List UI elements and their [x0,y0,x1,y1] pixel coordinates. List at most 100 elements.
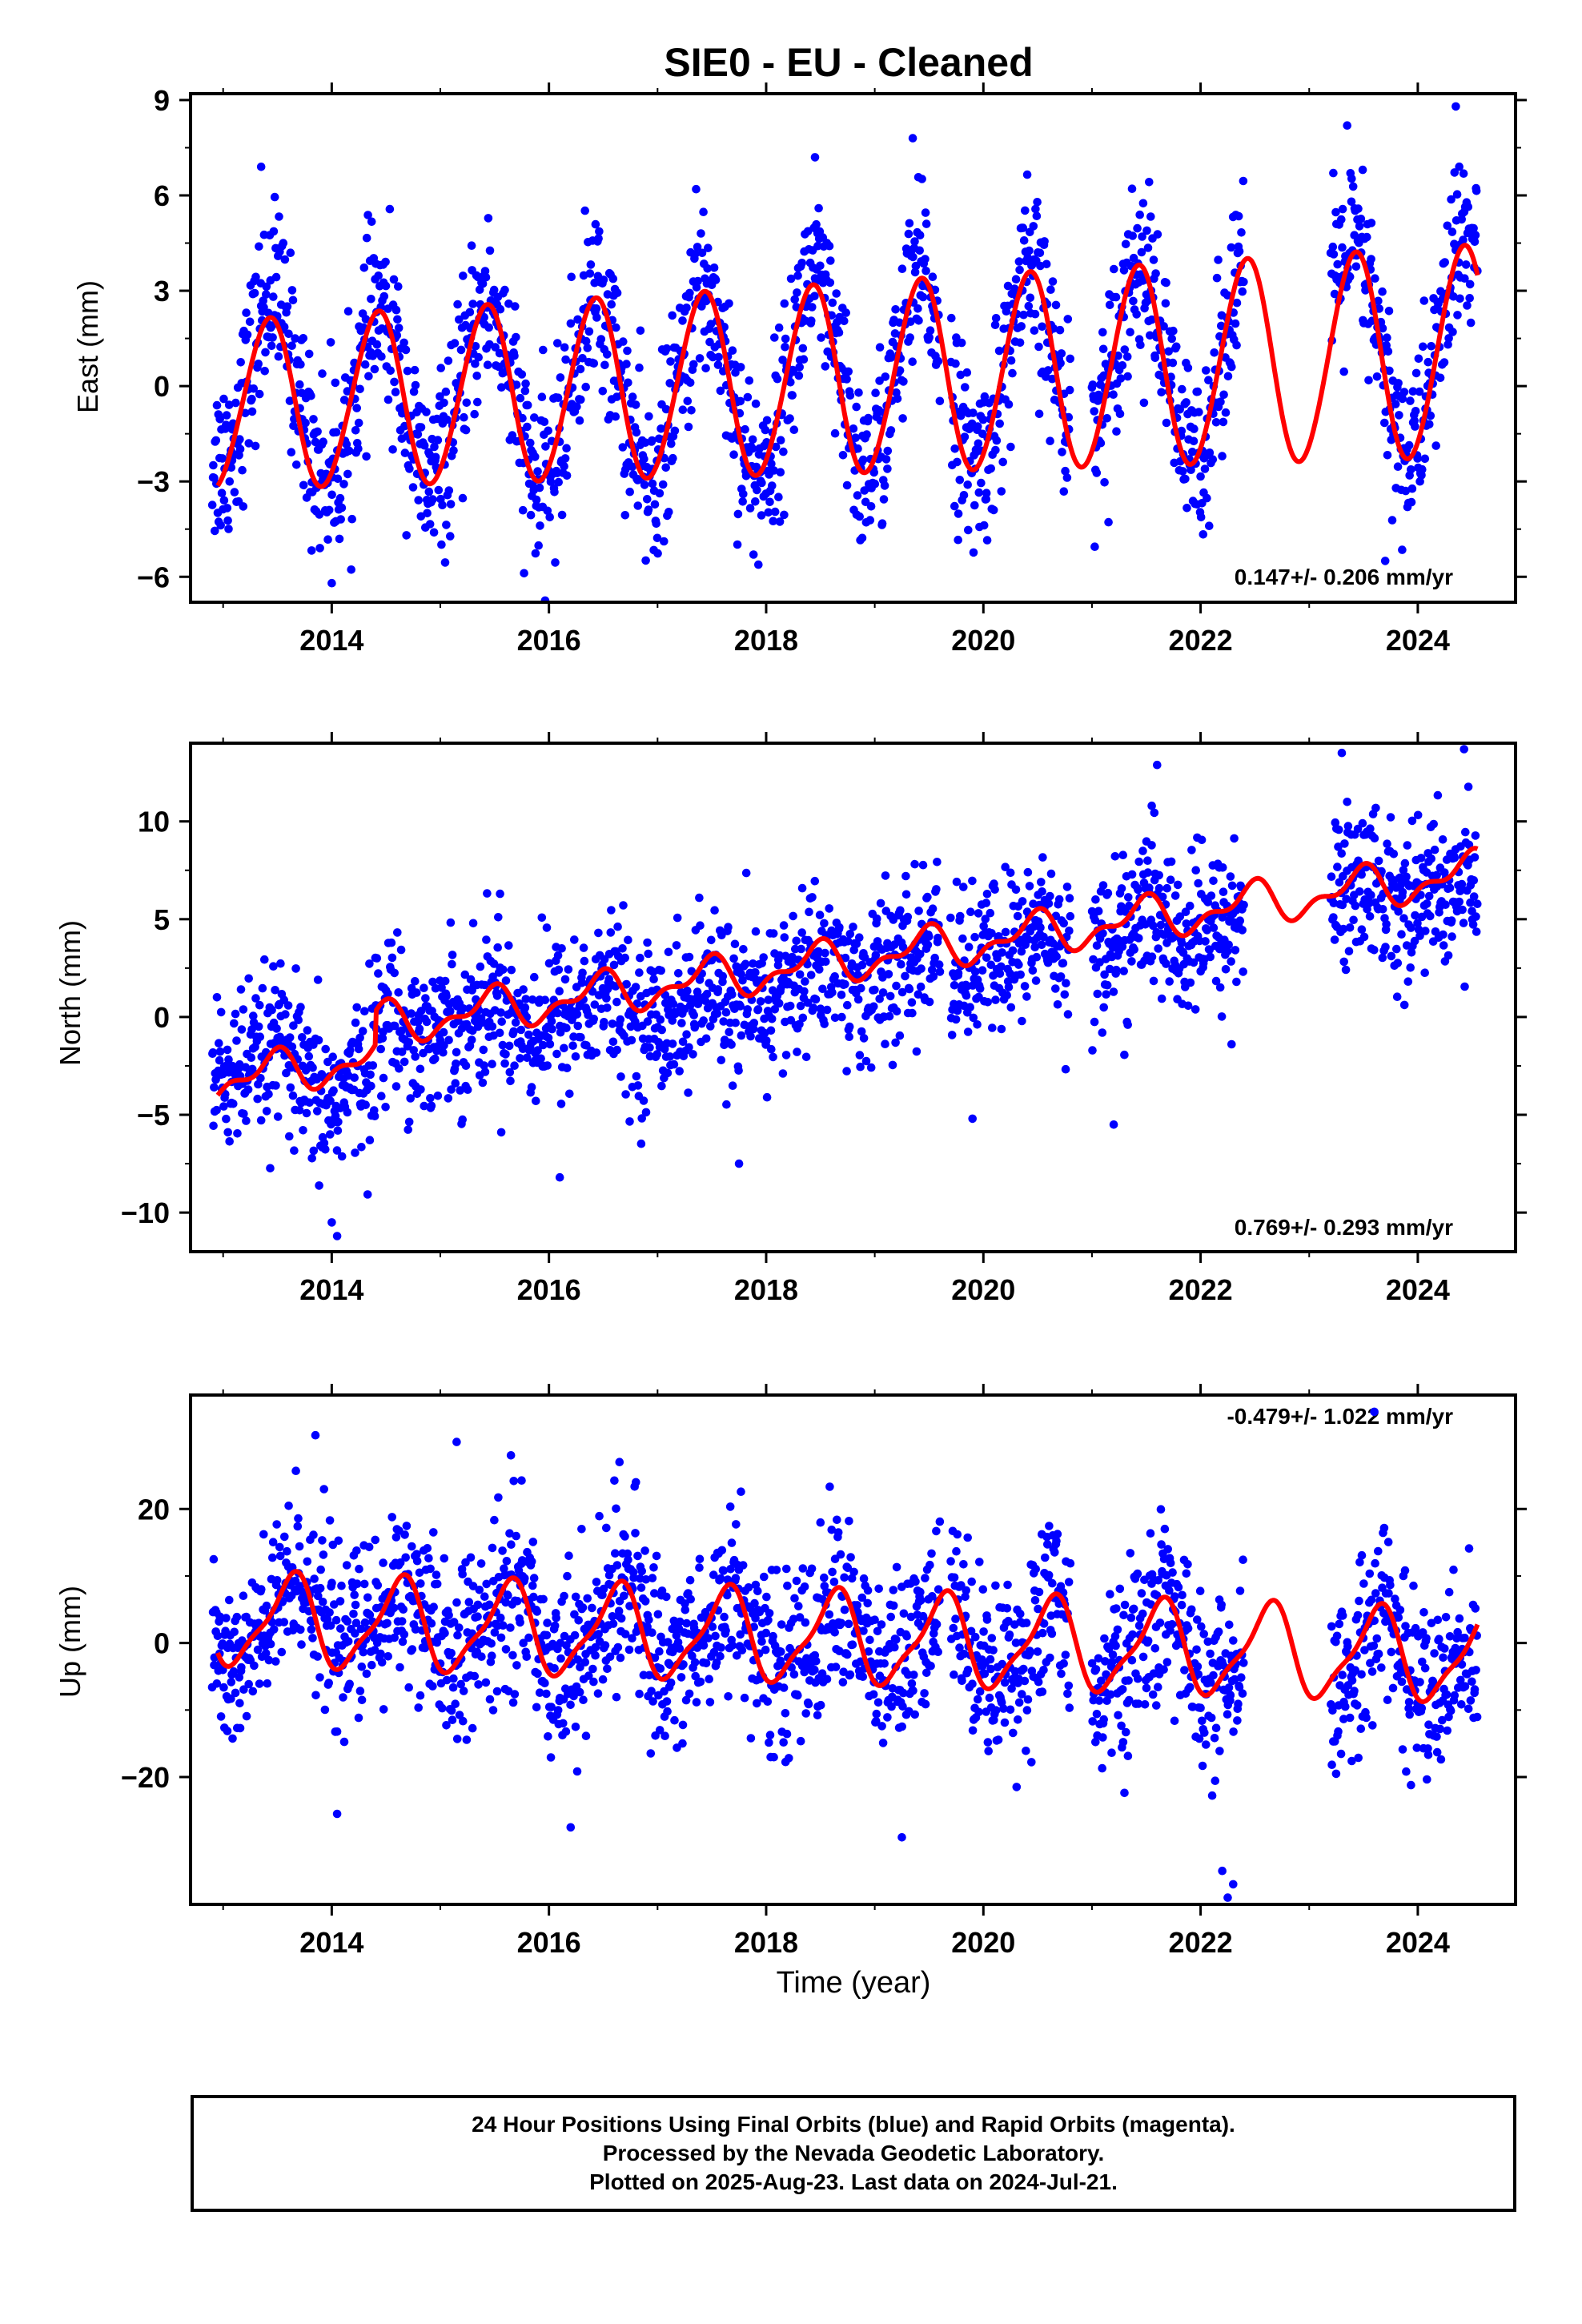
east-data-point [416,512,426,521]
east-data-point [689,360,698,369]
north-data-point [1141,920,1150,929]
east-data-point [560,454,570,463]
north-data-point [602,994,611,1003]
north-data-point [223,1045,232,1055]
north-data-point [1177,939,1186,947]
north-data-point [528,995,537,1004]
up-data-point [527,1557,536,1566]
north-data-point [489,959,499,968]
east-data-point [1177,426,1186,436]
north-data-point [801,977,809,986]
north-data-point [1092,941,1102,950]
east-data-point [260,367,270,376]
east-data-point [840,316,849,326]
east-data-point [1109,390,1118,400]
east-data-point [1040,237,1049,246]
east-data-point [401,345,411,355]
up-data-point [550,1621,560,1630]
north-data-point [376,1044,386,1054]
north-data-point [396,945,406,955]
up-data-point [416,1691,425,1700]
north-data-point [991,995,1000,1004]
north-data-point [253,1094,263,1104]
north-data-point [1090,915,1100,925]
north-data-point [1143,868,1153,877]
east-data-point [825,241,834,251]
up-data-point [235,1723,245,1733]
east-data-point [511,302,520,311]
east-data-point [372,340,382,349]
east-data-point [1470,237,1480,247]
north-data-point [1461,827,1470,837]
up-data-point [678,1720,688,1730]
up-data-point [725,1502,735,1511]
east-data-point [247,394,256,404]
north-data-point [291,964,300,973]
up-data-point [717,1546,727,1555]
up-data-point [504,1590,512,1600]
up-data-point [740,1693,749,1703]
north-data-point [1410,936,1419,946]
east-data-point [628,392,637,401]
up-data-point [448,1715,457,1724]
north-data-point [1102,980,1112,990]
east-data-point [545,513,554,522]
north-data-point [1060,990,1070,999]
time-xlabel: Time (year) [777,1966,931,2000]
east-data-point [738,497,747,506]
east-data-point [701,364,710,373]
north-data-point [1166,857,1176,866]
north-data-point [557,944,566,953]
north-data-point [892,1007,901,1016]
up-data-point [506,1623,515,1632]
east-data-point [287,341,296,351]
up-data-point [402,1522,412,1530]
east-data-point [608,274,618,283]
north-data-point [1008,946,1018,955]
north-data-point [442,991,451,1001]
north-data-point [624,935,632,945]
east-data-point [1408,387,1418,396]
east-data-point [644,412,653,421]
east-data-point [682,304,691,312]
east-data-point [974,488,984,497]
east-data-point [1088,380,1098,389]
north-data-point [269,962,278,971]
up-data-point [473,1612,482,1621]
up-data-point [474,1680,483,1689]
east-data-point [623,346,632,356]
up-data-point [476,1559,486,1568]
east-data-point [1212,273,1222,283]
up-data-point [416,1579,425,1588]
north-data-point [560,1043,568,1053]
east-data-point [377,352,386,361]
north-data-point [901,971,909,981]
up-data-point [400,1530,409,1539]
up-data-point [772,1566,781,1574]
north-data-point [820,919,829,928]
east-data-point [1043,366,1053,375]
north-data-point [746,1031,755,1041]
up-data-point [696,1677,705,1687]
north-data-point [411,977,420,986]
north-data-point [446,1007,455,1015]
up-data-point [542,1689,551,1699]
north-data-point [505,1068,515,1077]
east-data-point [640,438,650,447]
east-data-point [324,505,334,515]
east-data-point [1404,440,1414,450]
up-data-point [408,1645,417,1654]
up-data-point [695,1563,704,1572]
up-data-point [307,1625,316,1634]
north-data-point [685,952,694,962]
north-data-point [923,940,933,950]
up-data-point [801,1709,810,1718]
east-data-point [433,436,443,444]
up-data-point [349,1610,358,1618]
east-ytick-label: −6 [137,561,170,593]
north-data-point [282,1068,291,1078]
north-data-point [1381,943,1390,951]
east-data-point [1021,206,1030,215]
north-data-point [565,1089,574,1099]
north-data-point [544,1033,553,1043]
